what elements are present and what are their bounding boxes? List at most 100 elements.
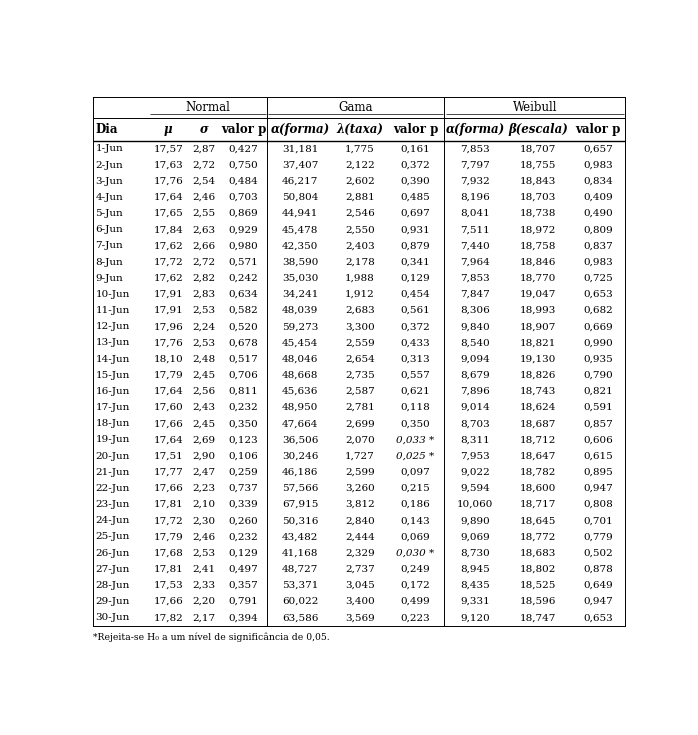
Text: 0,657: 0,657 (584, 144, 613, 154)
Text: 42,350: 42,350 (282, 241, 318, 251)
Text: 17,68: 17,68 (154, 548, 183, 558)
Text: 0,215: 0,215 (401, 484, 431, 493)
Text: 17,76: 17,76 (154, 176, 183, 186)
Text: 17,91: 17,91 (154, 306, 183, 315)
Text: 0,750: 0,750 (229, 160, 258, 170)
Text: 0,737: 0,737 (229, 484, 258, 493)
Text: 2,47: 2,47 (193, 467, 216, 477)
Text: 0,869: 0,869 (229, 209, 258, 218)
Text: 0,249: 0,249 (401, 564, 431, 574)
Text: 17,66: 17,66 (154, 419, 183, 429)
Text: 3,569: 3,569 (346, 613, 375, 623)
Text: 0,779: 0,779 (584, 532, 613, 542)
Text: 45,478: 45,478 (282, 225, 318, 234)
Text: 27-Jun: 27-Jun (96, 564, 130, 574)
Text: valor p: valor p (576, 123, 621, 136)
Text: 0,223: 0,223 (401, 613, 431, 623)
Text: 60,022: 60,022 (282, 597, 318, 606)
Text: 9,069: 9,069 (460, 532, 490, 542)
Text: 0,990: 0,990 (584, 338, 613, 348)
Text: 17,66: 17,66 (154, 484, 183, 493)
Text: 0,484: 0,484 (229, 176, 258, 186)
Text: 0,895: 0,895 (584, 467, 613, 477)
Text: 18,972: 18,972 (520, 225, 556, 234)
Text: Dia: Dia (96, 123, 118, 136)
Text: 0,935: 0,935 (584, 354, 613, 364)
Text: 48,668: 48,668 (282, 370, 318, 380)
Text: 26-Jun: 26-Jun (96, 548, 130, 558)
Text: 59,273: 59,273 (282, 322, 318, 331)
Text: 43,482: 43,482 (282, 532, 318, 542)
Text: 0,242: 0,242 (229, 273, 258, 283)
Text: 0,571: 0,571 (229, 257, 258, 267)
Text: 3,045: 3,045 (346, 581, 375, 590)
Text: 50,316: 50,316 (282, 516, 318, 526)
Text: 2,56: 2,56 (193, 387, 216, 396)
Text: 0,161: 0,161 (401, 144, 431, 154)
Text: 7,964: 7,964 (460, 257, 490, 267)
Text: 0,372: 0,372 (401, 160, 431, 170)
Text: 0,697: 0,697 (401, 209, 431, 218)
Text: 18,10: 18,10 (154, 354, 183, 364)
Text: 0,118: 0,118 (401, 403, 431, 412)
Text: 2,122: 2,122 (346, 160, 375, 170)
Text: 7,440: 7,440 (460, 241, 490, 251)
Text: 0,790: 0,790 (584, 370, 613, 380)
Text: 2,444: 2,444 (346, 532, 375, 542)
Text: 18,717: 18,717 (520, 500, 556, 509)
Text: 0,809: 0,809 (584, 225, 613, 234)
Text: 4-Jun: 4-Jun (96, 193, 123, 202)
Text: 45,454: 45,454 (282, 338, 318, 348)
Text: 18,755: 18,755 (520, 160, 556, 170)
Text: 36,506: 36,506 (282, 435, 318, 445)
Text: 0,983: 0,983 (584, 160, 613, 170)
Text: 0,106: 0,106 (229, 451, 258, 461)
Text: *Rejeita-se H₀ a um nível de significância de 0,05.: *Rejeita-se H₀ a um nível de significânc… (93, 633, 329, 642)
Text: 0,615: 0,615 (584, 451, 613, 461)
Text: 17,66: 17,66 (154, 597, 183, 606)
Text: 2,53: 2,53 (193, 338, 216, 348)
Text: 18,738: 18,738 (520, 209, 556, 218)
Text: 0,678: 0,678 (229, 338, 258, 348)
Text: 2,30: 2,30 (193, 516, 216, 526)
Text: λ(taxa): λ(taxa) (336, 123, 383, 136)
Text: 0,433: 0,433 (401, 338, 431, 348)
Text: 18,707: 18,707 (520, 144, 556, 154)
Text: 2,33: 2,33 (193, 581, 216, 590)
Text: 47,664: 47,664 (282, 419, 318, 429)
Text: 5-Jun: 5-Jun (96, 209, 123, 218)
Text: 0,682: 0,682 (584, 306, 613, 315)
Text: 2,840: 2,840 (346, 516, 375, 526)
Text: 18,743: 18,743 (520, 387, 556, 396)
Text: 18,747: 18,747 (520, 613, 556, 623)
Text: 0,350: 0,350 (401, 419, 431, 429)
Text: 0,983: 0,983 (584, 257, 613, 267)
Text: 17,72: 17,72 (154, 516, 183, 526)
Text: 8,311: 8,311 (460, 435, 490, 445)
Text: 18,846: 18,846 (520, 257, 556, 267)
Text: 0,649: 0,649 (584, 581, 613, 590)
Text: 8,196: 8,196 (460, 193, 490, 202)
Text: 24-Jun: 24-Jun (96, 516, 130, 526)
Text: 9-Jun: 9-Jun (96, 273, 123, 283)
Text: 0,606: 0,606 (584, 435, 613, 445)
Text: 6-Jun: 6-Jun (96, 225, 123, 234)
Text: 0,517: 0,517 (229, 354, 258, 364)
Text: 17,63: 17,63 (154, 160, 183, 170)
Text: 10,060: 10,060 (457, 500, 493, 509)
Text: 0,878: 0,878 (584, 564, 613, 574)
Text: 18,600: 18,600 (520, 484, 556, 493)
Text: 48,039: 48,039 (282, 306, 318, 315)
Text: 3,260: 3,260 (346, 484, 375, 493)
Text: 2,10: 2,10 (193, 500, 216, 509)
Text: 2,69: 2,69 (193, 435, 216, 445)
Text: 0,129: 0,129 (229, 548, 258, 558)
Text: 0,339: 0,339 (229, 500, 258, 509)
Text: 2,53: 2,53 (193, 548, 216, 558)
Text: 44,941: 44,941 (282, 209, 318, 218)
Text: 9,840: 9,840 (460, 322, 490, 331)
Text: 0,634: 0,634 (229, 290, 258, 299)
Text: 2,654: 2,654 (346, 354, 375, 364)
Text: 8,435: 8,435 (460, 581, 490, 590)
Text: 38,590: 38,590 (282, 257, 318, 267)
